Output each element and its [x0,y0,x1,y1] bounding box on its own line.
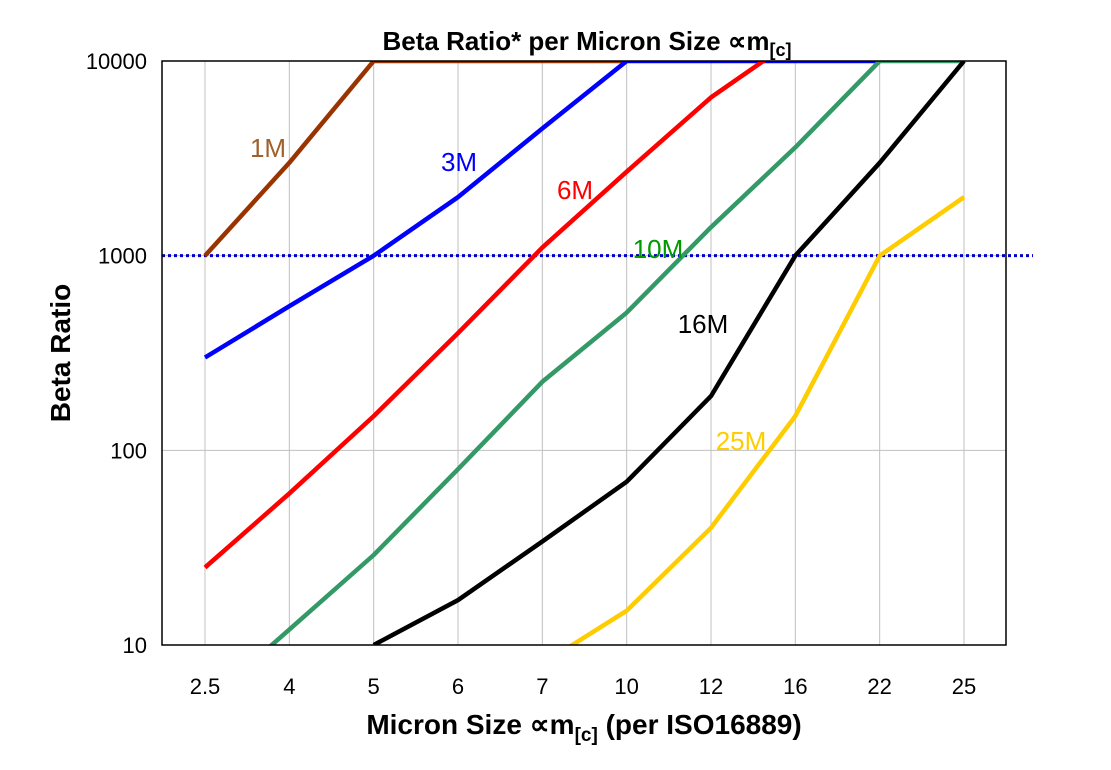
x-tick-label: 10 [614,674,638,699]
x-tick-label: 6 [452,674,464,699]
series-label-1m: 1M [250,133,286,163]
x-tick-labels: 2.5 4 5 6 7 10 12 16 22 25 [190,674,977,699]
series-lines [203,61,966,645]
x-tick-label: 16 [783,674,807,699]
x-axis-label: Micron Size ∝m[c] (per ISO16889) [366,709,801,746]
x-tick-label: 5 [368,674,380,699]
x-tick-label: 22 [867,674,891,699]
y-tick-labels: 10 100 1000 10000 [86,49,147,658]
x-tick-label: 12 [699,674,723,699]
plot-frame [161,60,1007,646]
x-tick-label: 2.5 [190,674,221,699]
series-line-1m [203,61,627,258]
y-tick-label: 1000 [98,244,147,269]
series-line-16m [372,61,966,645]
y-tick-label: 10000 [86,49,147,74]
series-labels: 1M 3M 6M 10M 16M 25M [250,133,766,456]
x-tick-label: 7 [536,674,548,699]
x-tick-label: 4 [283,674,295,699]
chart-title: Beta Ratio* per Micron Size ∝m[c] [383,26,792,60]
series-line-3m [203,61,880,360]
x-tick-label: 25 [952,674,976,699]
series-line-25m [568,195,966,645]
series-label-16m: 16M [678,309,729,339]
series-line-6m [203,61,768,570]
series-label-25m: 25M [716,426,767,456]
series-label-10m: 10M [633,234,684,264]
series-line-10m [268,61,964,645]
series-label-3m: 3M [441,147,477,177]
y-axis-label: Beta Ratio [45,284,76,422]
series-label-6m: 6M [557,175,593,205]
y-tick-label: 100 [110,438,147,463]
y-tick-label: 10 [123,633,147,658]
